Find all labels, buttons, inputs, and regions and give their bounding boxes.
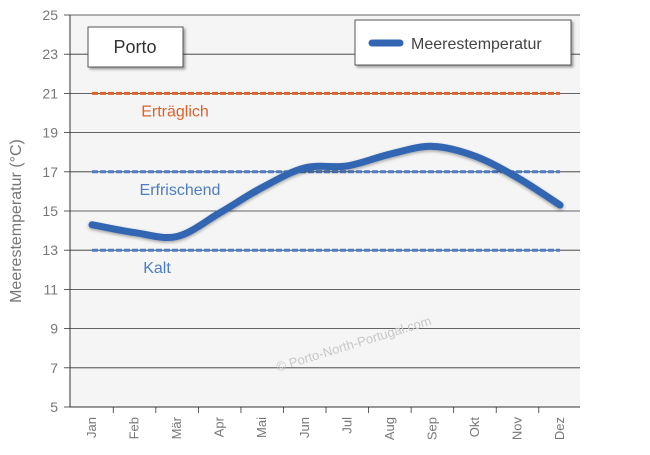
y-tick-label: 19: [42, 125, 58, 141]
x-tick-label: Apr: [212, 416, 227, 437]
x-tick-label: Jan: [84, 417, 99, 438]
y-tick-label: 13: [42, 242, 58, 258]
y-tick-label: 11: [43, 281, 58, 297]
legend-label: Meerestemperatur: [411, 36, 542, 53]
x-tick-label: Jul: [339, 417, 354, 434]
y-tick-label: 9: [50, 321, 58, 337]
reference-label: Erfrischend: [140, 182, 221, 199]
y-tick-label: 25: [42, 7, 58, 23]
y-tick-label: 23: [42, 46, 58, 62]
x-tick-label: Mai: [254, 417, 269, 438]
y-axis-title: Meerestemperatur (°C): [8, 139, 25, 303]
reference-label: Kalt: [143, 260, 171, 277]
x-tick-label: Aug: [382, 417, 397, 440]
x-tick-label: Feb: [127, 417, 142, 439]
chart-title: Porto: [113, 37, 156, 57]
reference-label: Erträglich: [141, 103, 209, 120]
x-tick-label: Jun: [297, 417, 312, 438]
x-tick-label: Okt: [467, 417, 482, 438]
y-tick-label: 21: [42, 85, 58, 101]
x-tick-label: Mär: [169, 416, 184, 439]
y-tick-label: 5: [50, 399, 58, 415]
y-tick-label: 17: [42, 164, 58, 180]
y-tick-label: 7: [50, 360, 58, 376]
y-tick-label: 15: [42, 203, 58, 219]
legend: Meerestemperatur: [355, 20, 571, 65]
x-tick-label: Dez: [552, 417, 567, 440]
x-tick-label: Sep: [424, 417, 439, 440]
x-tick-label: Nov: [510, 417, 525, 441]
